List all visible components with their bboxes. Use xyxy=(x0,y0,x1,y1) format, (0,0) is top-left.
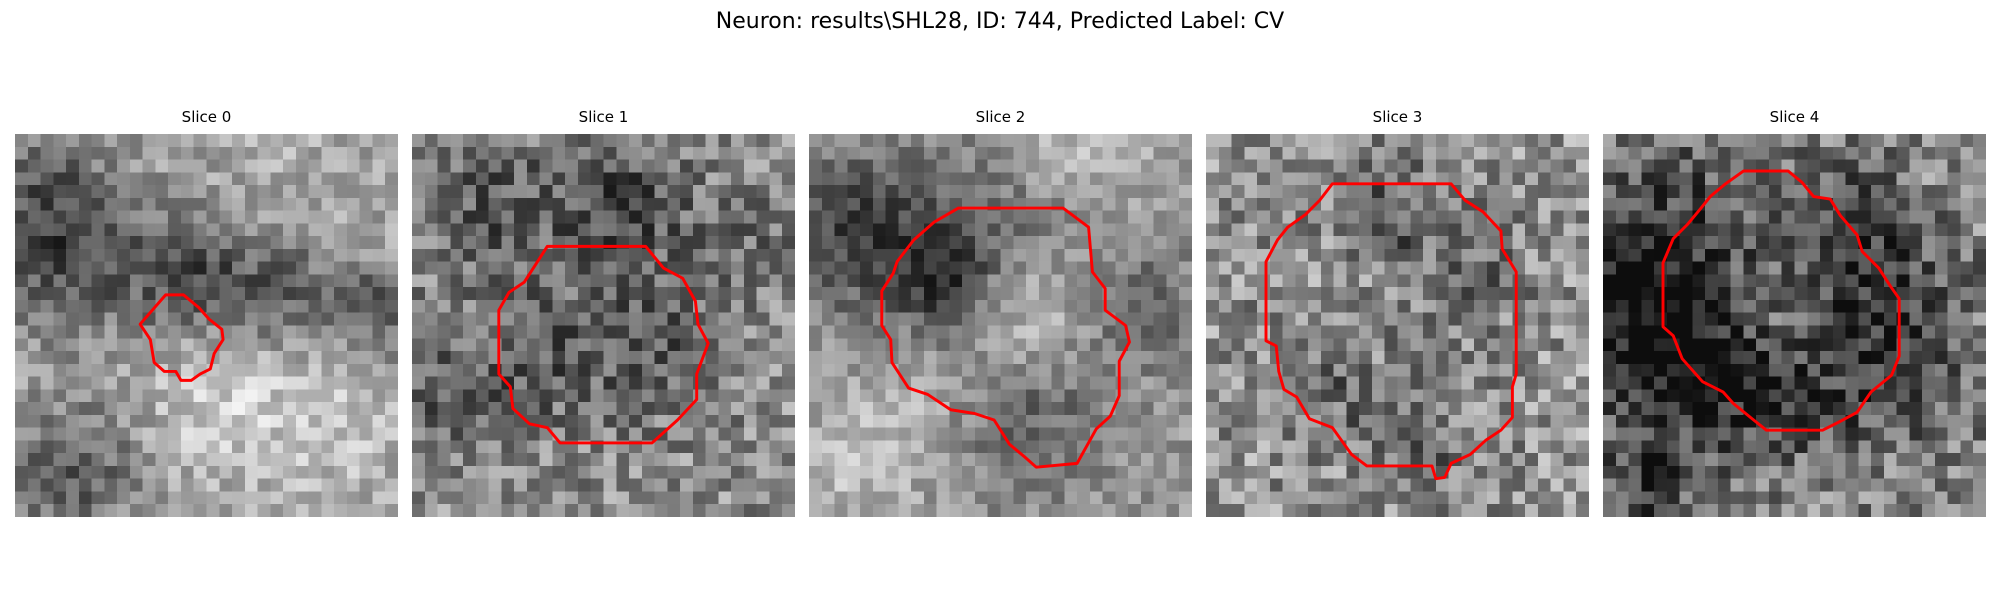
slice-panel-3: Slice 3 xyxy=(1206,106,1589,524)
slice-panel-2: Slice 2 xyxy=(809,106,1192,524)
slice-title-0: Slice 0 xyxy=(181,108,232,126)
slice-image-4 xyxy=(1603,134,1986,517)
figure-title: Neuron: results\SHL28, ID: 744, Predicte… xyxy=(715,9,1285,34)
contour-2 xyxy=(880,206,1131,469)
slice-image-2 xyxy=(809,134,1192,517)
slice-title-1: Slice 1 xyxy=(578,108,629,126)
slice-title-4: Slice 4 xyxy=(1769,108,1820,126)
slice-title-2: Slice 2 xyxy=(975,108,1026,126)
slice-image-0 xyxy=(15,134,398,517)
contour-4 xyxy=(1661,169,1901,432)
contour-1 xyxy=(497,244,710,445)
slice-title-3: Slice 3 xyxy=(1372,108,1423,126)
slice-panel-0: Slice 0 xyxy=(15,106,398,524)
slice-image-1 xyxy=(412,134,795,517)
slice-panel-4: Slice 4 xyxy=(1603,106,1986,524)
slice-image-3 xyxy=(1206,134,1589,517)
slice-panel-1: Slice 1 xyxy=(412,106,795,524)
contour-3 xyxy=(1264,182,1518,481)
contour-0 xyxy=(138,293,225,382)
